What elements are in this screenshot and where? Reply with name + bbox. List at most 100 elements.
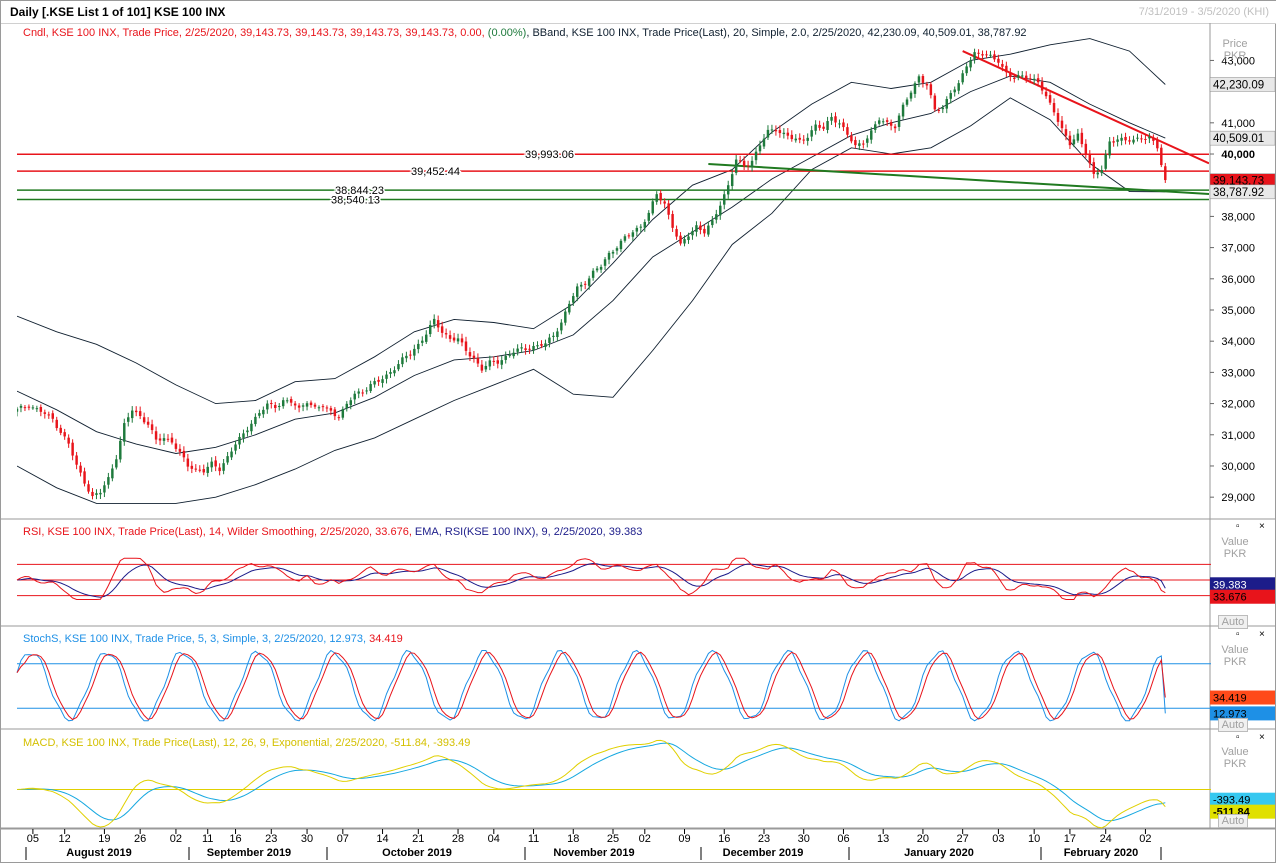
candle-up <box>576 286 579 297</box>
day-tick-label: 06 <box>837 833 849 845</box>
candle-up <box>762 138 766 147</box>
rsi-ema-legend: EMA, RSI(KSE 100 INX), 9, 2/25/2020, 39.… <box>411 526 643 538</box>
candle-down <box>1160 147 1163 166</box>
candle-up <box>349 400 352 406</box>
day-tick-label: 16 <box>229 833 241 845</box>
candle-up <box>611 251 615 254</box>
candle-down <box>921 76 925 83</box>
rsi-auto-button[interactable]: Auto <box>1218 615 1248 629</box>
day-tick-label: 18 <box>567 833 579 845</box>
horizontal-level-label: 39,993.06 <box>525 149 574 161</box>
candle-up <box>425 334 428 342</box>
candle-down <box>822 126 825 129</box>
candle-down <box>1064 129 1068 136</box>
day-tick-label: 07 <box>337 833 349 845</box>
candle-up <box>401 357 404 365</box>
candle-change-legend: (0.00%) <box>487 27 527 39</box>
month-label: February 2020 <box>1064 847 1139 859</box>
candle-down <box>190 465 194 469</box>
candle-down <box>778 130 782 134</box>
candle-down <box>834 116 837 123</box>
candle-up <box>206 466 209 473</box>
candle-up <box>711 220 714 226</box>
candle-up <box>393 370 396 374</box>
candle-down <box>1164 166 1167 181</box>
candle-down <box>1009 72 1012 77</box>
candle-down <box>476 358 480 364</box>
macd-legend: MACD, KSE 100 INX, Trade Price(Last), 12… <box>23 737 471 749</box>
candle-down <box>158 438 162 441</box>
candle-down <box>63 432 66 437</box>
bband-legend: , BBand, KSE 100 INX, Trade Price(Last),… <box>526 27 1027 39</box>
stoch-close-icon[interactable]: × <box>1259 629 1265 640</box>
day-tick-label: 30 <box>301 833 313 845</box>
candle-down <box>1024 75 1028 80</box>
candle-down <box>524 348 527 351</box>
candle-down <box>409 354 412 356</box>
stoch-restore-icon[interactable]: ▫ <box>1236 629 1240 640</box>
candle-up <box>969 60 972 68</box>
candle-up <box>766 129 770 138</box>
candle-down <box>1056 113 1060 122</box>
candle-down <box>39 407 43 412</box>
month-label: January 2020 <box>904 847 974 859</box>
day-tick-label: 04 <box>488 833 500 845</box>
candle-up <box>838 123 841 125</box>
candle-down <box>798 137 801 140</box>
day-tick-label: 16 <box>718 833 730 845</box>
price-tick-label: 30,000 <box>1221 461 1255 473</box>
rsi-badge-label: 33.676 <box>1213 592 1247 604</box>
day-tick-label: 11 <box>202 833 213 845</box>
candle-down <box>87 484 90 492</box>
candle-down <box>142 417 146 423</box>
candle-down <box>194 468 198 470</box>
macd-close-icon[interactable]: × <box>1259 732 1265 743</box>
stoch-k-line <box>16 649 1166 722</box>
candle-up <box>814 124 817 131</box>
candle-down <box>154 431 158 440</box>
candle-up <box>230 451 233 458</box>
macd-auto-button[interactable]: Auto <box>1218 814 1248 828</box>
candle-up <box>1108 141 1111 156</box>
stoch-d-legend: 34.419 <box>366 633 403 645</box>
candle-down <box>472 355 476 359</box>
candle-up <box>520 347 523 349</box>
day-tick-label: 23 <box>758 833 770 845</box>
day-tick-label: 27 <box>957 833 969 845</box>
candle-down <box>47 414 51 416</box>
macd-restore-icon[interactable]: ▫ <box>1236 732 1240 743</box>
candle-down <box>671 214 674 228</box>
chart-title: Daily [.KSE List 1 of 101] KSE 100 INX <box>10 5 226 19</box>
day-tick-label: 21 <box>412 833 424 845</box>
candle-up <box>405 355 408 359</box>
candle-up <box>587 278 591 286</box>
candle-down <box>583 283 587 285</box>
candle-down <box>468 352 472 357</box>
candle-up <box>607 252 611 260</box>
candle-up <box>715 214 718 220</box>
candle-down <box>214 460 217 467</box>
candle-up <box>238 436 241 445</box>
candle-up <box>734 159 738 173</box>
month-label: September 2019 <box>207 847 291 859</box>
day-tick-label: 26 <box>134 833 146 845</box>
candle-up <box>901 104 905 117</box>
candle-up <box>564 311 567 323</box>
price-tick-label: 29,000 <box>1221 492 1255 504</box>
candle-up <box>99 492 102 495</box>
candle-down <box>170 437 174 443</box>
candle-up <box>95 493 98 495</box>
candle-up <box>111 468 114 479</box>
candle-down <box>1112 141 1115 143</box>
candle-up <box>953 89 956 93</box>
candle-down <box>182 450 186 458</box>
stoch-auto-button[interactable]: Auto <box>1218 718 1248 732</box>
candle-up <box>17 408 19 412</box>
stoch-badge-label: 12.973 <box>1213 708 1247 720</box>
rsi-restore-icon[interactable]: ▫ <box>1236 521 1240 532</box>
candle-up <box>687 236 690 241</box>
candle-up <box>961 73 964 83</box>
candle-down <box>91 491 94 497</box>
rsi-close-icon[interactable]: × <box>1259 521 1265 532</box>
